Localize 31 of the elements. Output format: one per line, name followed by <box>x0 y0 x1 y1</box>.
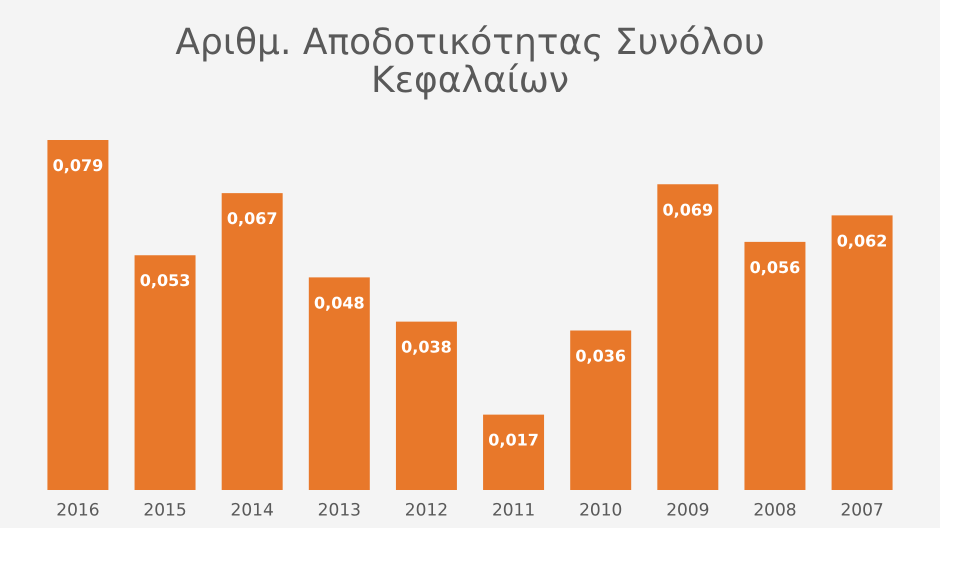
x-tick-label: 2010 <box>579 500 622 520</box>
data-label: 0,017 <box>488 430 539 450</box>
bar <box>570 330 632 490</box>
x-tick-label: 2014 <box>230 500 274 520</box>
data-label: 0,079 <box>52 156 104 175</box>
bar <box>308 277 370 490</box>
data-label: 0,036 <box>575 346 626 366</box>
data-label: 0,067 <box>226 209 278 228</box>
x-tick-label: 2012 <box>404 500 448 520</box>
x-tick-label: 2007 <box>840 500 884 520</box>
data-label: 0,062 <box>836 231 888 250</box>
bar <box>483 414 544 490</box>
x-tick-label: 2008 <box>753 500 797 520</box>
data-label: 0,048 <box>314 293 365 312</box>
x-tick-label: 2013 <box>318 500 361 520</box>
data-label: 0,038 <box>401 338 452 357</box>
bar <box>744 242 806 490</box>
data-label: 0,053 <box>140 271 190 290</box>
bar <box>47 140 108 490</box>
bar <box>396 322 457 490</box>
chart-title: Αριθμ. Αποδοτικότητας Συνόλου Κεφαλαίων <box>175 22 765 101</box>
x-tick-label: 2011 <box>492 500 536 520</box>
x-tick-label: 2009 <box>666 500 710 520</box>
bar <box>657 184 718 490</box>
bar <box>832 215 893 490</box>
x-tick-label: 2015 <box>143 500 187 520</box>
x-tick-label: 2016 <box>56 500 100 520</box>
bar <box>222 193 283 490</box>
data-label: 0,069 <box>662 200 714 220</box>
data-label: 0,056 <box>750 258 800 277</box>
bar <box>134 255 196 490</box>
